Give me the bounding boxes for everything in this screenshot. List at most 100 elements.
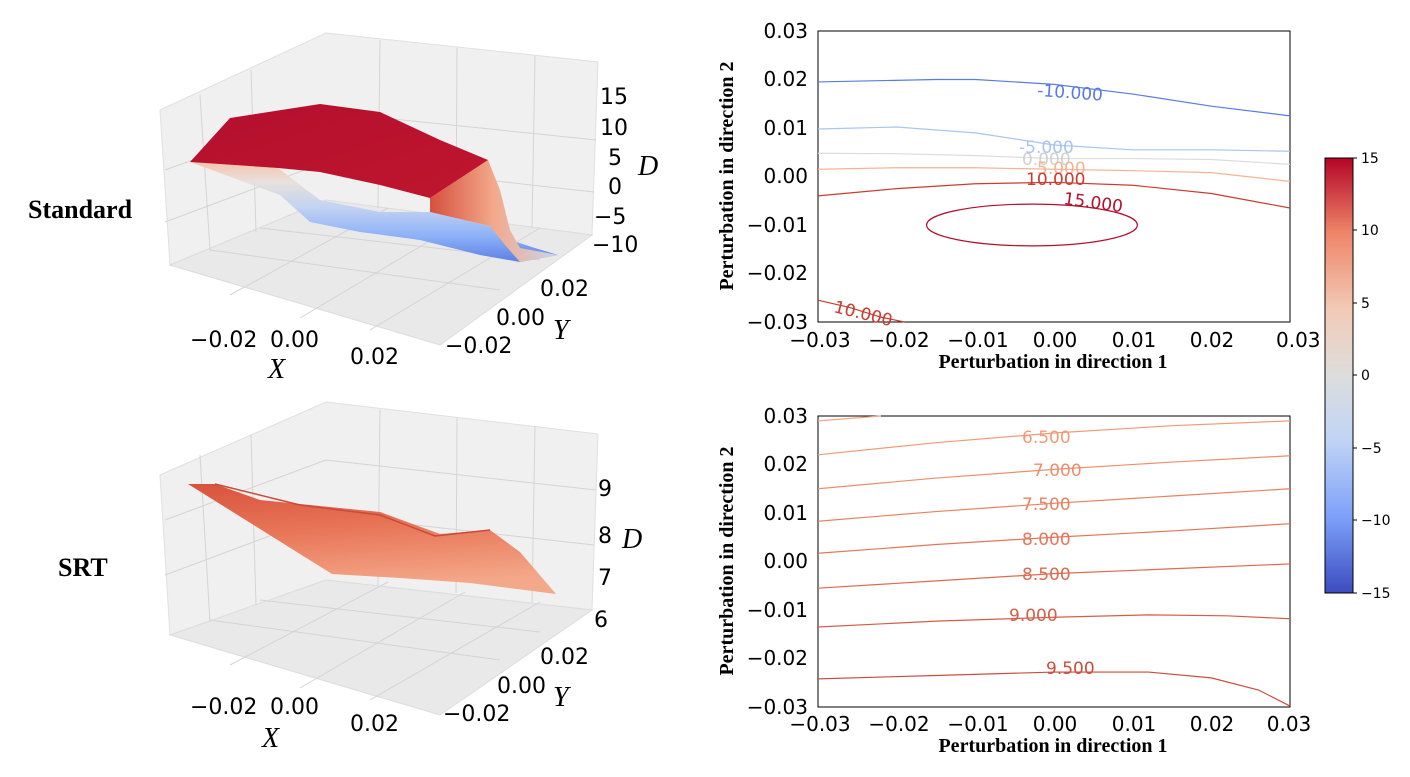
contour-label: 8.500 [1022,565,1071,585]
x-tick: −0.03 [789,328,850,352]
x-tick: 0.02 [1190,328,1235,352]
z-tick-m5: −5 [594,205,626,230]
x-tick: 0.01 [1112,328,1157,352]
surface-top-face [190,104,488,198]
x-axis-label: X [261,723,280,754]
colorbar-tick: −10 [1361,513,1391,529]
contour-label: 7.000 [1033,461,1082,481]
z-tick-15: 15 [600,85,628,110]
y-tick: 0.02 [763,452,808,476]
contour-standard: 0.03 0.02 0.01 0.00 −0.01 −0.02 −0.03 −0… [716,19,1321,373]
y-ticks: 0.03 0.02 0.01 0.00 −0.01 −0.02 −0.03 [747,404,808,719]
x-tick: −0.01 [947,328,1008,352]
contour-lines [817,78,1291,323]
y-tick: −0.02 [747,261,808,285]
contour-srt: 0.03 0.02 0.01 0.00 −0.01 −0.02 −0.03 −0… [716,404,1311,757]
colorbar-tick: 0 [1361,368,1370,384]
x-tick-m002: −0.02 [190,695,257,720]
pane-floor [168,579,594,716]
y-axis-label: Perturbation in direction 2 [716,61,738,290]
y-tick: −0.02 [747,646,808,670]
y-axis-label: Perturbation in direction 2 [716,446,738,675]
contour-label: -10.000 [1037,81,1104,106]
contour-label: 10.000 [1026,170,1085,190]
contour-line-m5 [817,126,1291,152]
y-tick: 0.01 [763,116,808,140]
contour-line-5 [817,167,1291,182]
colorbar: 15 10 5 0 −5 −10 −15 [1324,151,1391,602]
colorbar-tick: −5 [1361,441,1382,457]
y-tick-m002: −0.02 [445,334,512,359]
z-axis-label: D [621,524,642,555]
y-ticks: 0.03 0.02 0.01 0.00 −0.01 −0.02 −0.03 [747,19,808,334]
x-axis-label: X [267,354,286,385]
surface3d-standard: 15 10 5 0 −5 −10 D −0.02 0.00 0.02 X −0.… [159,32,658,385]
colorbar-ticks [1353,157,1357,594]
row-label-standard: Standard [28,195,133,224]
x-ticks: −0.03 −0.02 −0.01 0.00 0.01 0.02 0.03 [789,712,1311,736]
z-tick-m10: −10 [592,233,638,258]
colorbar-tick: −15 [1361,586,1391,602]
y-tick: 0.00 [763,164,808,188]
y-tick: −0.03 [747,310,808,334]
z-tick-0: 0 [608,175,622,200]
contour-label: 7.500 [1022,495,1071,515]
y-tick: −0.01 [747,598,808,622]
x-axis-label: Perturbation in direction 1 [938,351,1167,373]
z-tick-6: 6 [594,608,608,633]
y-axis-label: Y [553,682,572,713]
row-label-srt: SRT [58,553,108,582]
x-tick-m002: −0.02 [190,328,257,353]
x-tick: 0.01 [1112,712,1157,736]
y-tick: 0.03 [763,19,808,43]
x-tick: 0.03 [1267,712,1312,736]
y-tick: 0.02 [763,67,808,91]
contour-line-10 [817,299,905,323]
x-axis-label: Perturbation in direction 1 [938,735,1167,757]
z-tick-5: 5 [608,146,622,171]
x-tick-002: 0.02 [350,712,399,737]
x-tick: 0.02 [1190,712,1235,736]
contour-line-9 [817,614,1291,628]
x-tick: −0.02 [868,328,929,352]
y-tick: 0.03 [763,404,808,428]
x-tick-002: 0.02 [350,345,399,370]
contour-line-m10 [817,78,1291,117]
x-tick: 0.00 [1033,328,1078,352]
x-tick-000: 0.00 [270,328,319,353]
colorbar-tick: 15 [1361,151,1379,167]
surface-plane [188,484,556,594]
y-tick-002: 0.02 [540,645,589,670]
contour-label: 0.000 [1022,150,1071,170]
x-tick: 0.03 [1276,328,1321,352]
contour-line-8_5 [817,563,1291,589]
x-tick: −0.01 [947,712,1008,736]
y-tick-000: 0.00 [497,674,546,699]
plot-frame [817,415,1291,708]
contour-line-7 [817,455,1291,490]
y-axis-label: Y [553,315,572,346]
contour-line-6 [817,415,881,422]
y-tick: 0.00 [763,549,808,573]
z-tick-10: 10 [600,116,628,141]
y-tick: −0.01 [747,213,808,237]
contour-line-6_5 [817,420,1291,456]
contour-label: 5.000 [1037,159,1086,179]
x-tick: 0.00 [1033,712,1078,736]
x-ticks: −0.03 −0.02 −0.01 0.00 0.01 0.02 0.03 [789,328,1320,352]
surface-right-face [430,160,558,262]
contour-line-9_5 [817,671,1291,707]
y-tick: −0.03 [747,695,808,719]
surface3d-srt: 9 8 7 6 D −0.02 0.00 0.02 X −0.02 0.00 0… [159,401,642,754]
y-tick: 0.01 [763,501,808,525]
x-tick-000: 0.00 [270,695,319,720]
contour-label: 9.500 [1046,659,1095,679]
y-tick-m002: −0.02 [443,702,510,727]
contour-label: -5.000 [1019,138,1074,158]
contour-line-0 [817,152,1291,165]
z-tick-7: 7 [598,566,612,591]
colorbar-gradient [1324,157,1354,594]
x-tick: −0.02 [868,712,929,736]
y-tick-000: 0.00 [496,306,545,331]
